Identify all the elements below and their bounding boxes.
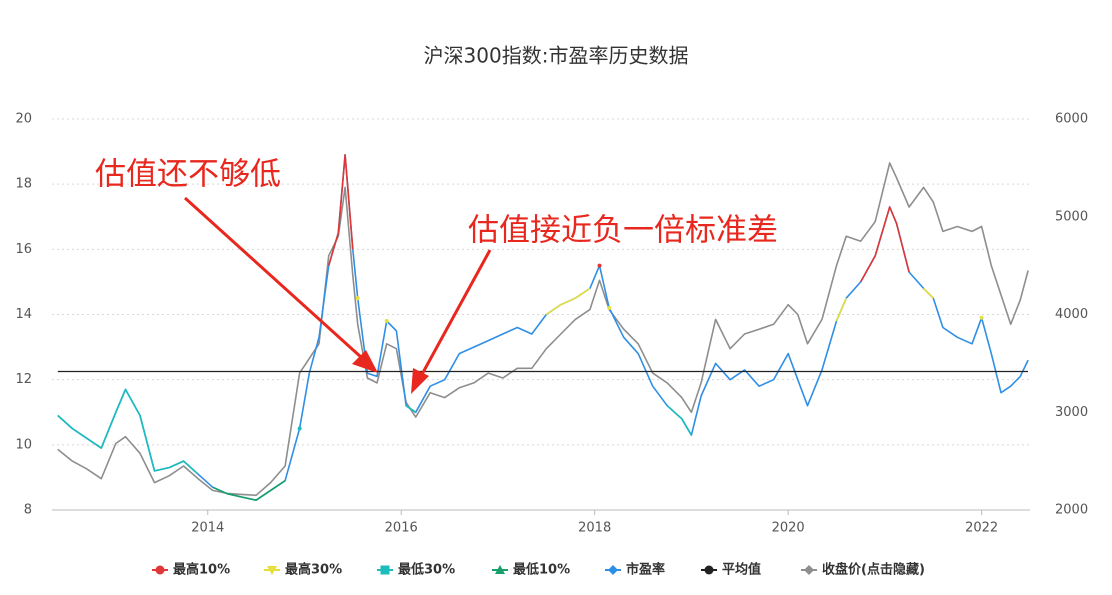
legend: 最高10% 最高30% 最低30% 最低10% 市盈率 平均值 收盘价(点击隐藏) bbox=[152, 562, 925, 578]
series-point bbox=[607, 305, 612, 310]
x-tick-label: 2022 bbox=[965, 521, 998, 536]
legend-label: 最低30% bbox=[398, 562, 455, 578]
y-tick-label: 8 bbox=[24, 503, 32, 518]
legend-marker bbox=[804, 565, 814, 575]
series-point bbox=[355, 296, 360, 301]
y-tick-label: 18 bbox=[15, 177, 32, 192]
annotation-arrow bbox=[183, 196, 492, 394]
legend-label: 市盈率 bbox=[626, 562, 665, 578]
series-point bbox=[297, 426, 302, 431]
x-tick-label: 2014 bbox=[191, 521, 224, 536]
legend-label: 最高30% bbox=[285, 562, 342, 578]
x-tick-label: 2016 bbox=[385, 521, 418, 536]
series-line bbox=[212, 480, 286, 501]
y-tick-label: 10 bbox=[15, 437, 32, 452]
legend-marker bbox=[267, 566, 277, 575]
y-tick-label: 12 bbox=[15, 372, 32, 387]
y2-tick-label: 2000 bbox=[1055, 503, 1088, 518]
y-tick-label: 16 bbox=[15, 242, 32, 257]
legend-marker bbox=[495, 565, 505, 574]
y2-tick-label: 6000 bbox=[1055, 112, 1088, 127]
legend-label: 平均值 bbox=[722, 562, 761, 578]
legend-label[interactable]: 收盘价(点击隐藏) bbox=[822, 562, 925, 578]
y2-tick-label: 4000 bbox=[1055, 307, 1088, 322]
y2-tick-label: 5000 bbox=[1055, 209, 1088, 224]
annotation: 估值接近负一倍标准差 bbox=[468, 213, 778, 249]
x-tick-label: 2020 bbox=[772, 521, 805, 536]
series-point bbox=[384, 319, 389, 324]
x-tick-label: 2018 bbox=[578, 521, 611, 536]
y2-tick-label: 3000 bbox=[1055, 405, 1088, 420]
legend-marker bbox=[155, 565, 165, 575]
legend-marker bbox=[608, 565, 618, 575]
series-line bbox=[327, 154, 910, 283]
legend-marker bbox=[380, 565, 390, 575]
legend-label: 最低10% bbox=[513, 562, 570, 578]
series-line bbox=[57, 388, 693, 475]
plot-area: 8 10 12 14 16 18 20 2000 3000 4000 5000 6000 2014 201… bbox=[15, 112, 1088, 536]
series-line bbox=[57, 154, 1029, 501]
series-line bbox=[546, 288, 981, 321]
series-line bbox=[57, 162, 1029, 497]
series-point bbox=[597, 263, 602, 268]
series-point bbox=[979, 315, 984, 320]
chart-title: 沪深300指数:市盈率历史数据 bbox=[424, 44, 689, 68]
y-tick-label: 20 bbox=[15, 112, 32, 127]
y-tick-label: 14 bbox=[15, 307, 32, 322]
legend-marker bbox=[704, 565, 714, 575]
legend-label: 最高10% bbox=[173, 562, 230, 578]
annotation: 估值还不够低 bbox=[95, 157, 281, 193]
